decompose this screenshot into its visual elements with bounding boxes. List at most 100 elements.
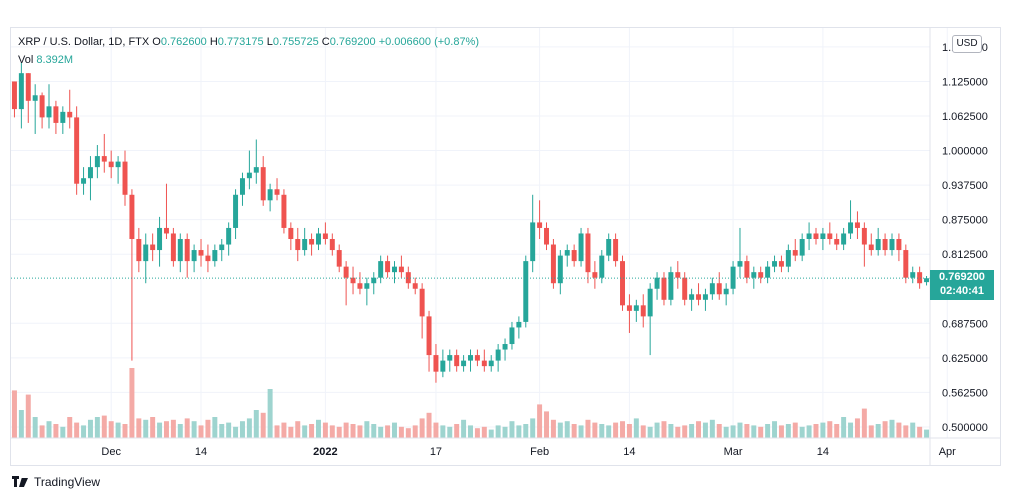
- volume-bar: [74, 422, 80, 438]
- volume-bar: [129, 368, 135, 438]
- candle-body: [157, 227, 163, 251]
- volume-bar: [253, 410, 259, 438]
- candle-body: [903, 250, 909, 278]
- candle-body: [302, 239, 308, 251]
- volume-bar: [302, 425, 308, 438]
- candle-body: [799, 239, 805, 256]
- candle-body: [177, 239, 183, 262]
- candle-body: [454, 355, 460, 367]
- volume-bar: [440, 425, 446, 438]
- volume-bar: [744, 424, 750, 438]
- candle-body: [25, 73, 31, 101]
- volume-bar: [903, 425, 909, 438]
- volume-bar: [108, 421, 114, 438]
- volume-bar: [53, 424, 59, 438]
- low-label: L: [266, 36, 273, 48]
- candle-body: [882, 239, 888, 251]
- tradingview-brand[interactable]: TradingView: [12, 475, 100, 489]
- candle-body: [550, 244, 556, 284]
- volume-bar: [654, 422, 660, 438]
- y-tick-label: 0.625000: [942, 353, 988, 365]
- volume-bar: [751, 425, 757, 438]
- volume-bar: [81, 425, 87, 438]
- brand-name: TradingView: [34, 475, 101, 489]
- volume-bar: [647, 426, 653, 438]
- volume-bar: [889, 419, 895, 438]
- volume-bar: [295, 421, 301, 438]
- candle-body: [806, 233, 812, 239]
- volume-bar: [585, 419, 591, 438]
- candle-body: [592, 272, 598, 278]
- volume-bar: [412, 425, 418, 438]
- volume-bar: [481, 426, 487, 438]
- volume-bar: [101, 415, 107, 438]
- candle-body: [74, 117, 80, 184]
- candle-body: [115, 161, 121, 168]
- currency-button[interactable]: USD: [952, 35, 982, 53]
- volume-bar: [633, 418, 639, 438]
- y-tick-label: 0.812500: [942, 249, 988, 261]
- volume-bar: [716, 424, 722, 438]
- candle-body: [87, 167, 93, 179]
- y-tick-label: 1.000000: [942, 146, 988, 158]
- volume-bar: [578, 425, 584, 438]
- volume-bar: [170, 419, 176, 438]
- volume-bar: [198, 425, 204, 438]
- volume-bar: [571, 424, 577, 438]
- candle-body: [772, 261, 778, 267]
- candle-body: [468, 355, 473, 361]
- volume-bar: [39, 425, 45, 438]
- volume-bar: [702, 422, 708, 438]
- volume-bar: [737, 422, 743, 438]
- candle-body: [523, 261, 529, 322]
- y-tick-label: 0.500000: [942, 422, 988, 434]
- volume-bar: [868, 425, 874, 438]
- candle-body: [18, 73, 24, 110]
- volume-bar: [841, 417, 847, 438]
- candle-body: [322, 233, 328, 239]
- low-value: 0.755725: [272, 36, 319, 48]
- candle-body: [530, 222, 536, 262]
- candle-body: [744, 261, 750, 278]
- volume-bars: [11, 368, 930, 438]
- volume-bar: [544, 411, 549, 438]
- volume-bar: [46, 421, 52, 438]
- candle-body: [758, 272, 764, 278]
- candle-body: [198, 250, 204, 256]
- candle-body: [267, 189, 273, 201]
- volume-bar: [668, 424, 674, 438]
- volume-bar: [150, 417, 156, 438]
- volume-bar: [274, 425, 280, 438]
- volume-bar: [550, 419, 556, 438]
- candle-body: [350, 277, 356, 284]
- candle-body: [730, 266, 736, 289]
- x-tick-label: 2022: [313, 446, 337, 458]
- volume-bar: [882, 421, 888, 438]
- volume-bar: [896, 422, 902, 438]
- last-price: 0.769200: [939, 271, 985, 284]
- volume-bar: [461, 419, 467, 438]
- volume-bar: [364, 421, 370, 438]
- volume-bar: [523, 424, 529, 438]
- volume-bar: [709, 419, 715, 438]
- candle-body: [875, 239, 881, 251]
- volume-bar: [336, 426, 342, 438]
- volume-bar: [233, 426, 239, 438]
- candle-body: [868, 244, 874, 251]
- candle-body: [461, 360, 467, 367]
- candle-body: [398, 266, 404, 273]
- candle-body: [281, 194, 287, 228]
- candle-body: [785, 250, 791, 267]
- volume-bar: [827, 421, 833, 438]
- volume-bar: [67, 417, 73, 438]
- candle-body: [274, 189, 280, 195]
- volume-bar: [778, 425, 784, 438]
- candle-body: [474, 355, 480, 361]
- volume-bar: [592, 422, 598, 438]
- volume-bar: [696, 421, 702, 438]
- candle-body: [94, 156, 100, 168]
- candle-body: [675, 272, 681, 278]
- x-tick-label: 17: [430, 446, 442, 458]
- volume-bar: [516, 425, 522, 438]
